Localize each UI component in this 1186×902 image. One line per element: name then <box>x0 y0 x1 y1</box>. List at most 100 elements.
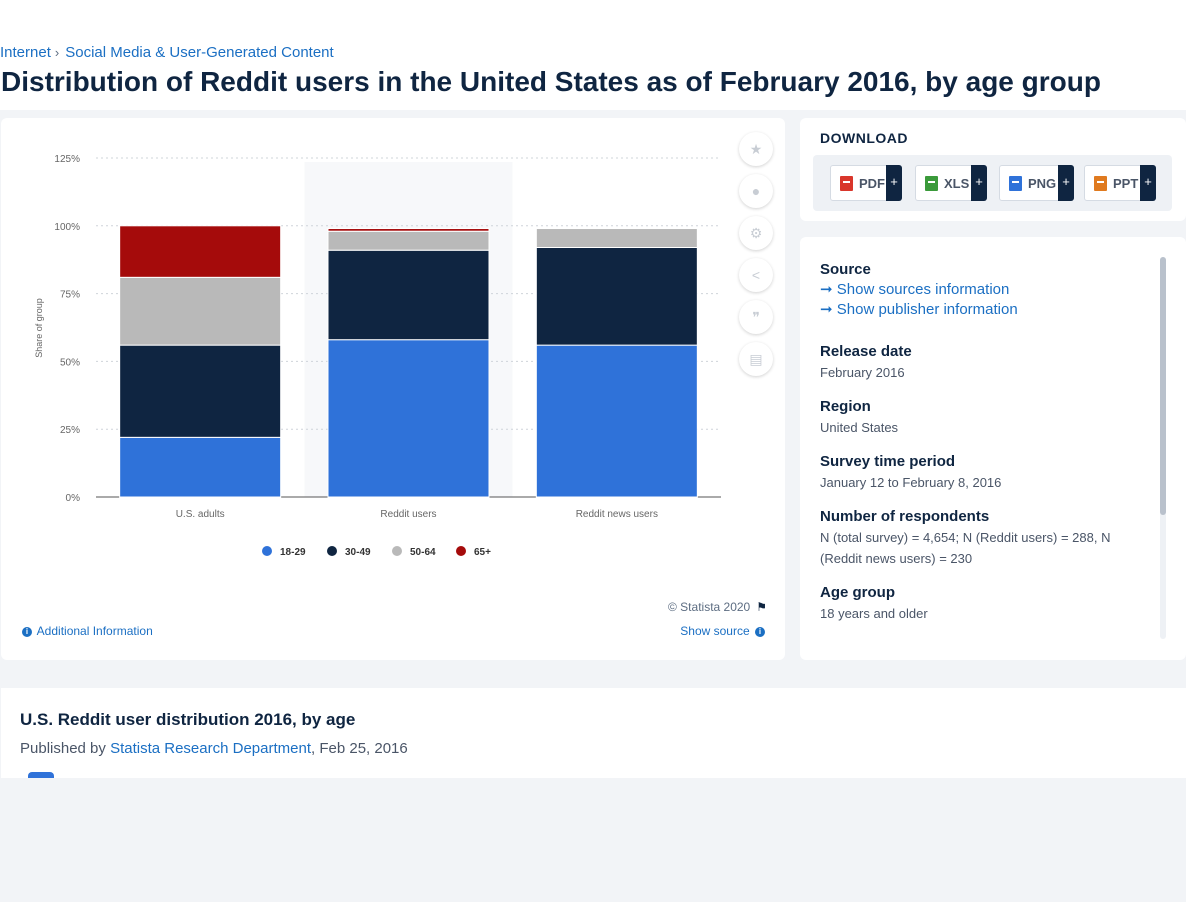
arrow-right-icon: ➞ <box>820 281 837 298</box>
legend-label: 30-49 <box>345 547 371 558</box>
chevron-right-icon: › <box>54 45 60 60</box>
ppt-file-icon <box>1094 175 1107 191</box>
region-label: Region <box>820 398 871 415</box>
respondents-label: Number of respondents <box>820 508 990 525</box>
statistic-info-panel: Source ➞ Show sources information ➞ Show… <box>800 237 1186 660</box>
y-tick-label: 100% <box>54 222 80 233</box>
release-date-label: Release date <box>820 343 912 360</box>
page-title: Distribution of Reddit users in the Unit… <box>1 66 1101 97</box>
arrow-right-icon: ➞ <box>820 301 837 318</box>
age-group-section: Age group 18 years and older <box>820 584 1140 624</box>
survey-period-label: Survey time period <box>820 453 956 470</box>
y-tick-label: 125% <box>54 154 80 165</box>
plus-icon[interactable]: + <box>1140 165 1156 201</box>
bell-icon[interactable]: ● <box>739 174 773 208</box>
breadcrumb: Internet › Social Media & User-Generated C… <box>0 44 334 61</box>
published-date: , Feb 25, 2016 <box>311 740 408 757</box>
y-tick-label: 0% <box>66 493 81 504</box>
download-pdf-label: PDF <box>859 175 885 191</box>
plus-icon[interactable]: + <box>971 165 987 201</box>
release-date-section: Release date February 2016 <box>820 343 1140 383</box>
statistic-summary-card: U.S. Reddit user distribution 2016, by a… <box>1 688 1186 778</box>
download-card: DOWNLOAD PDF + XLS + PNG + PPT + <box>800 118 1186 221</box>
region-value: United States <box>820 420 899 435</box>
download-buttons: PDF + XLS + PNG + PPT + <box>813 155 1172 211</box>
respondents-value: N (total survey) = 4,654; N (Reddit user… <box>820 530 1111 566</box>
stacked-bar-chart: 0% 25% 50% 75% 100% 125% Share of group U.S. ad… <box>34 154 721 558</box>
plus-icon[interactable]: + <box>1058 165 1074 201</box>
legend-marker <box>392 546 402 556</box>
y-tick-label: 75% <box>60 290 80 301</box>
copyright-text: © Statista 2020 <box>668 600 751 614</box>
statistic-title: U.S. Reddit user distribution 2016, by a… <box>20 710 356 729</box>
bar-segment <box>327 230 490 251</box>
download-png-button[interactable]: PNG + <box>999 165 1074 201</box>
show-sources-label: Show sources information <box>836 281 1010 298</box>
info-icon: i <box>22 626 32 637</box>
top-navigation-bar <box>0 0 1186 36</box>
y-axis-label: Share of group <box>34 298 44 358</box>
download-pdf-button[interactable]: PDF + <box>830 165 902 201</box>
star-icon[interactable]: ★ <box>739 132 773 166</box>
download-xls-label: XLS <box>944 175 970 191</box>
download-xls-button[interactable]: XLS + <box>915 165 987 201</box>
print-icon[interactable]: ▤ <box>739 342 773 376</box>
y-tick-label: 50% <box>60 357 80 368</box>
bar-segment <box>119 344 282 438</box>
published-prefix: Published by <box>20 740 111 757</box>
survey-period-section: Survey time period January 12 to Februar… <box>820 453 1140 493</box>
show-source-link[interactable]: Show source i <box>680 624 767 638</box>
legend-marker <box>262 546 272 556</box>
source-label: Source <box>820 261 871 278</box>
info-icon: i <box>755 626 765 637</box>
bar-segment <box>327 228 490 232</box>
gear-icon[interactable]: ⚙ <box>739 216 773 250</box>
download-png-label: PNG <box>1028 175 1057 191</box>
legend-label: 50-64 <box>410 547 436 558</box>
bar-segment <box>119 436 282 498</box>
chart-card: 0% 25% 50% 75% 100% 125% Share of group U.S. ad… <box>1 118 785 660</box>
publisher-link[interactable]: Statista Research Department <box>110 740 311 757</box>
additional-information-link[interactable]: i Additional Information <box>20 624 153 638</box>
y-tick-label: 25% <box>60 425 80 436</box>
bar-segment <box>535 344 698 498</box>
source-section: Source ➞ Show sources information ➞ Show… <box>820 261 1140 318</box>
x-tick-label: Reddit news users <box>576 509 658 520</box>
copyright: © Statista 2020 ⚑ <box>668 600 767 614</box>
plus-icon[interactable]: + <box>886 165 902 201</box>
legend-marker <box>327 546 337 556</box>
show-sources-link[interactable]: ➞ Show sources information <box>820 280 1140 298</box>
download-ppt-button[interactable]: PPT + <box>1084 165 1156 201</box>
respondents-section: Number of respondents N (total survey) =… <box>820 508 1140 569</box>
download-title: DOWNLOAD <box>820 130 908 146</box>
legend-marker <box>456 546 466 556</box>
age-group-value: 18 years and older <box>820 606 928 621</box>
bar-segment <box>535 228 698 248</box>
quote-icon[interactable]: ❞ <box>739 300 773 334</box>
page-header: Internet › Social Media & User-Generated C… <box>0 36 1186 110</box>
bar-segment <box>535 246 698 346</box>
png-file-icon <box>1009 175 1022 191</box>
additional-information-label: Additional Information <box>36 624 153 638</box>
scrollbar-thumb[interactable] <box>1160 257 1166 515</box>
x-tick-label: U.S. adults <box>176 509 225 520</box>
download-ppt-label: PPT <box>1113 175 1139 191</box>
chart-toolbar: ★ ● ⚙ < ❞ ▤ <box>739 132 773 384</box>
age-group-label: Age group <box>820 584 895 601</box>
info-scrollbar[interactable] <box>1160 257 1166 639</box>
xls-file-icon <box>925 175 938 191</box>
show-source-label: Show source <box>680 624 750 638</box>
show-publisher-link[interactable]: ➞ Show publisher information <box>820 300 1140 318</box>
share-icon[interactable]: < <box>739 258 773 292</box>
breadcrumb-item-internet[interactable]: Internet <box>0 44 51 61</box>
pdf-file-icon <box>840 175 853 191</box>
bar-segment <box>327 339 490 498</box>
tab-indicator[interactable] <box>28 772 54 778</box>
survey-period-value: January 12 to February 8, 2016 <box>820 475 1002 490</box>
flag-icon[interactable]: ⚑ <box>756 600 767 614</box>
bar-segment <box>119 276 282 346</box>
bar-segment <box>327 249 490 341</box>
x-tick-label: Reddit users <box>380 509 436 520</box>
breadcrumb-item-social-media[interactable]: Social Media & User-Generated Content <box>65 44 334 61</box>
region-section: Region United States <box>820 398 1140 438</box>
